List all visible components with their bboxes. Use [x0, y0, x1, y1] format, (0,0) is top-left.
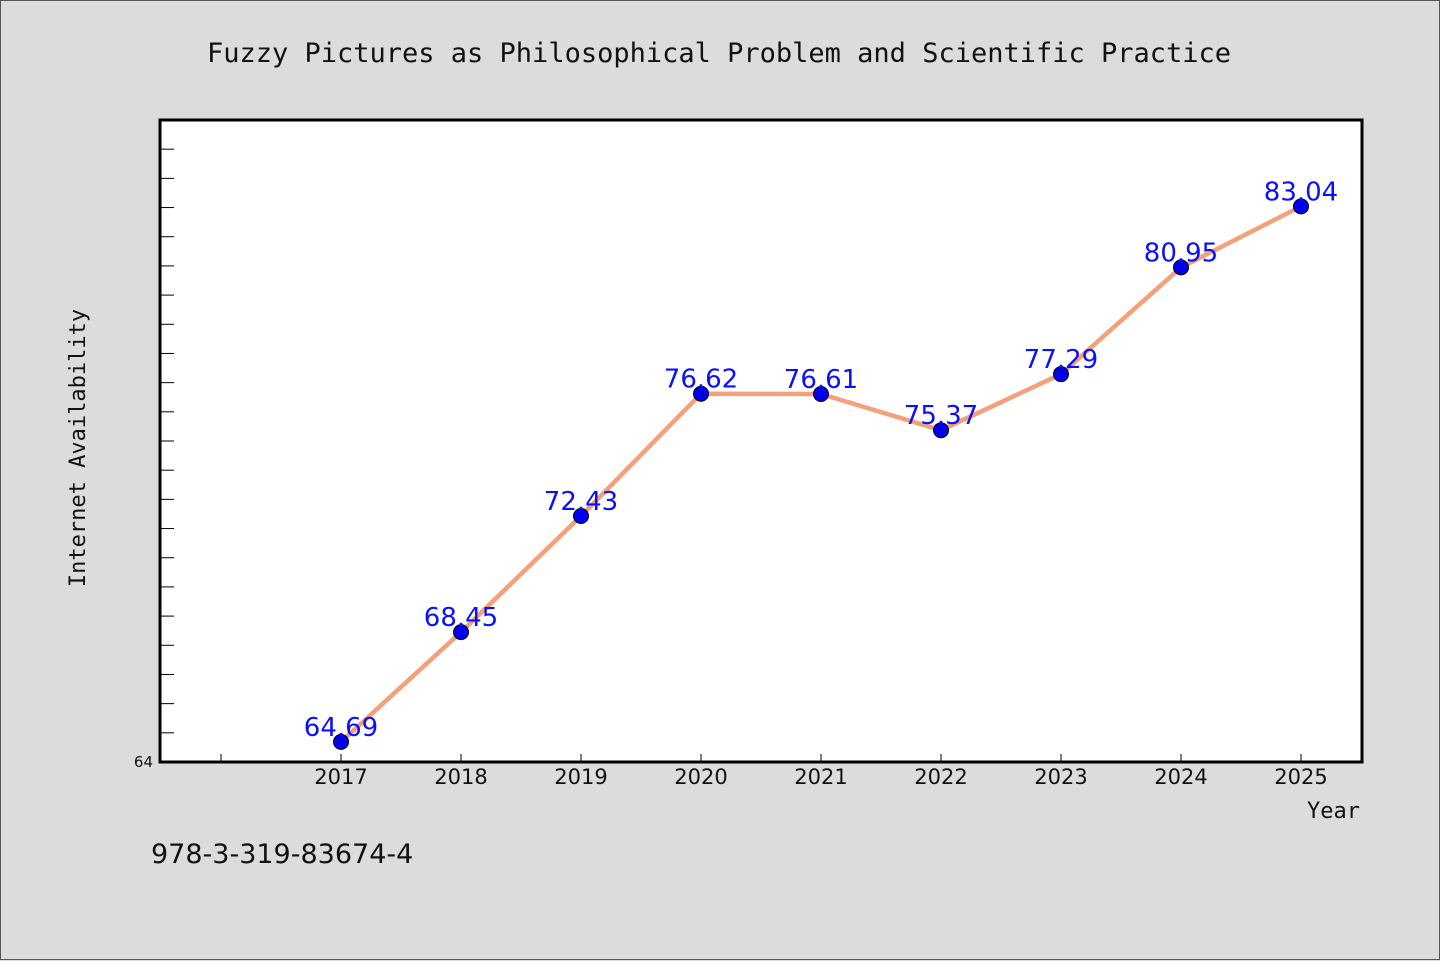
isbn-text: 978-3-319-83674-4: [151, 839, 413, 870]
x-tick-label: 2018: [434, 765, 487, 789]
data-label: 75.37: [904, 401, 978, 431]
data-point: [933, 422, 949, 439]
data-point: [1173, 259, 1189, 276]
x-tick-label: 2019: [554, 765, 607, 789]
y-axis-label: Internet Availability: [66, 309, 91, 587]
x-tick-label: 2023: [1034, 765, 1087, 789]
chart-title: Fuzzy Pictures as Philosophical Problem …: [207, 38, 1231, 69]
data-point: [693, 385, 709, 402]
data-point: [1293, 198, 1309, 215]
x-tick-labels: 2017 2018 2019 2020 2021 2022 2023 2024 2025: [314, 765, 1327, 789]
data-label: 77.29: [1024, 345, 1098, 375]
x-axis-ticks: [220, 754, 1302, 762]
data-label: 83.04: [1264, 177, 1338, 207]
data-point: [333, 733, 349, 750]
x-axis-label: Year: [1307, 799, 1360, 824]
data-point: [453, 624, 469, 641]
data-label: 76.61: [784, 365, 858, 395]
data-label: 68.45: [424, 603, 498, 633]
data-label: 64.69: [304, 713, 378, 743]
data-labels: 64.69 68.45 72.43 76.62 76.61 75.37 77.29 80.95…: [304, 177, 1338, 742]
y-axis-ticks: [160, 148, 174, 734]
x-tick-label: 2021: [794, 765, 847, 789]
data-point: [573, 507, 589, 524]
x-tick-label: 2022: [914, 765, 967, 789]
y-tick-label: 64: [134, 753, 153, 771]
data-label: 76.62: [664, 365, 738, 395]
data-point: [1053, 366, 1069, 383]
data-label: 72.43: [544, 487, 618, 517]
x-tick-label: 2025: [1274, 765, 1327, 789]
series-markers: [333, 198, 1309, 750]
plot-area: [158, 118, 1364, 764]
x-tick-label: 2020: [674, 765, 727, 789]
x-tick-label: 2017: [314, 765, 367, 789]
x-tick-label: 2024: [1154, 765, 1207, 789]
data-label: 80.95: [1144, 238, 1218, 268]
data-point: [813, 386, 829, 403]
